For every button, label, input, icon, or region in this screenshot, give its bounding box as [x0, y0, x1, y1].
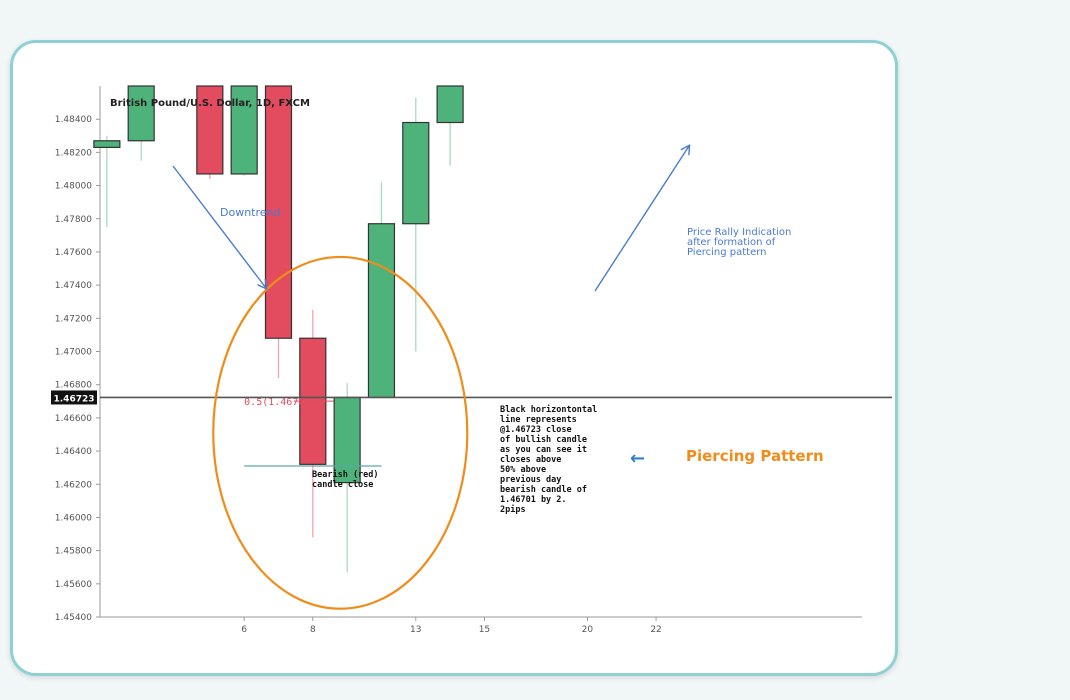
y-tick-label: 1.46400 — [55, 447, 92, 457]
close-note-line: Black horizontontal — [500, 404, 597, 415]
close-note-line: 1.46701 by 2. — [500, 495, 567, 505]
y-tick-label: 1.47000 — [55, 348, 92, 358]
x-tick-label: 15 — [479, 625, 490, 635]
candle-body — [127, 85, 155, 142]
chart-card: 1.45400 1.45600 1.45800 1.46000 1.46200 1.464… — [10, 40, 898, 676]
close-note-line: as you can see it — [500, 444, 587, 455]
rally-label-line: Piercing pattern — [687, 247, 767, 258]
x-tick-label: 6 — [241, 625, 247, 635]
y-tick-label: 1.48000 — [55, 182, 92, 192]
close-note-line: of bullish candle — [500, 434, 587, 445]
y-tick-label: 1.47400 — [55, 281, 92, 291]
rally-label-line: Price Rally Indication — [687, 227, 791, 238]
rally-label-line: after formation of — [687, 237, 776, 248]
y-tick-label: 1.48400 — [55, 115, 92, 125]
y-tick-label: 1.45800 — [55, 547, 92, 557]
bearish-note-line: Bearish (red) — [312, 469, 379, 480]
downtrend-arrow — [172, 165, 266, 288]
y-tick-label: 1.46200 — [55, 480, 92, 490]
piercing-circle — [212, 255, 469, 610]
y-tick-label: 1.45600 — [55, 580, 92, 590]
piercing-arrow-icon: ← — [630, 448, 645, 469]
y-tick-label: 1.45400 — [55, 613, 92, 623]
close-line-tag — [51, 390, 97, 405]
x-tick-label: 13 — [410, 625, 421, 635]
candle-body — [196, 85, 224, 175]
candle-body — [402, 121, 430, 225]
close-line-label: 1.46723 — [54, 394, 95, 404]
close-note-line: bearish candle of — [500, 484, 587, 495]
close-note-line: @1.46723 close — [500, 425, 572, 435]
midpoint-label: 0.5(1.46701) — [244, 397, 316, 408]
downtrend-label: Downtrend — [220, 206, 280, 219]
x-tick-label: 20 — [582, 625, 594, 635]
piercing-pattern-label: Piercing Pattern — [686, 447, 824, 465]
close-note-line: 2pips — [500, 504, 526, 515]
rally-arrow — [594, 146, 689, 292]
close-note-line: 50% above — [500, 465, 546, 475]
candle-body — [436, 85, 464, 124]
y-tick-label: 1.46000 — [55, 513, 92, 523]
y-tick-label: 1.47200 — [55, 314, 92, 324]
close-note-line: previous day — [500, 474, 561, 485]
close-note-line: closes above — [500, 455, 561, 465]
x-tick-label: 8 — [310, 625, 316, 635]
candle-body — [230, 85, 258, 175]
y-tick-label: 1.46600 — [55, 414, 92, 424]
y-tick-label: 1.48200 — [55, 148, 92, 158]
candle-body — [93, 140, 121, 148]
x-tick-label: 22 — [650, 625, 661, 635]
y-tick-label: 1.47600 — [55, 248, 92, 258]
y-tick-label: 1.46800 — [55, 381, 92, 391]
candlestick-chart: 1.45400 1.45600 1.45800 1.46000 1.46200 1.464… — [51, 85, 892, 635]
bearish-note-line: candle close — [312, 480, 373, 490]
y-tick-label: 1.47800 — [55, 215, 92, 225]
candle-body — [264, 85, 293, 339]
candle-body — [367, 223, 396, 399]
close-note-line: line represents — [500, 414, 577, 425]
chart-title: British Pound/U.S. Dollar, 1D, FXCM — [110, 98, 310, 109]
